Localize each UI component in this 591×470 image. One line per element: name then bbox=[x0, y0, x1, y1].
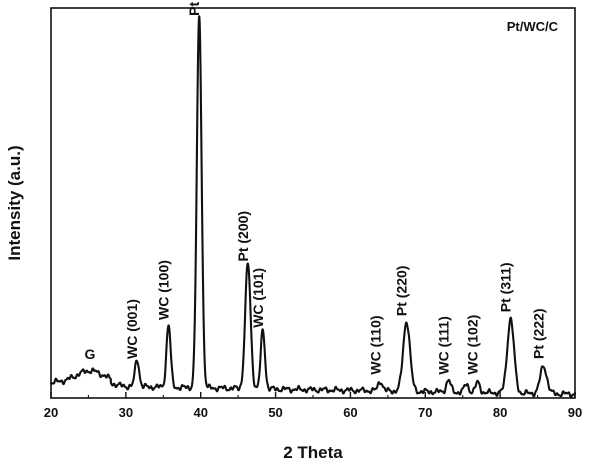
x-tick-label: 20 bbox=[44, 405, 58, 420]
peak-label: WC (111) bbox=[435, 316, 451, 374]
x-tick-label: 50 bbox=[268, 405, 282, 420]
peak-label: Pt (220) bbox=[394, 266, 410, 317]
peak-label: WC (110) bbox=[367, 315, 383, 374]
peak-label: WC (101) bbox=[250, 268, 266, 328]
x-tick-label: 70 bbox=[418, 405, 432, 420]
x-tick-label: 40 bbox=[193, 405, 207, 420]
x-tick-label: 80 bbox=[493, 405, 507, 420]
peak-label: Pt (111) bbox=[186, 0, 202, 16]
x-tick-label: 60 bbox=[343, 405, 357, 420]
legend-label: Pt/WC/C bbox=[507, 19, 559, 34]
peak-label: WC (001) bbox=[124, 299, 140, 359]
label-layer: G WC (001) WC (100) Pt (111) Pt (200) WC (101… bbox=[84, 0, 546, 375]
peak-label: WC (102) bbox=[465, 315, 481, 375]
peak-label: Pt (200) bbox=[235, 211, 251, 262]
peak-label: WC (100) bbox=[156, 260, 172, 320]
x-tick-label: 90 bbox=[568, 405, 582, 420]
peak-label: Pt (311) bbox=[498, 262, 514, 312]
peak-label: Pt (222) bbox=[531, 308, 547, 359]
graphite-peak-label: G bbox=[84, 346, 95, 362]
x-tick-label: 30 bbox=[119, 405, 133, 420]
y-axis-title: Intensity (a.u.) bbox=[5, 145, 24, 260]
x-axis-title: 2 Theta bbox=[283, 443, 343, 462]
